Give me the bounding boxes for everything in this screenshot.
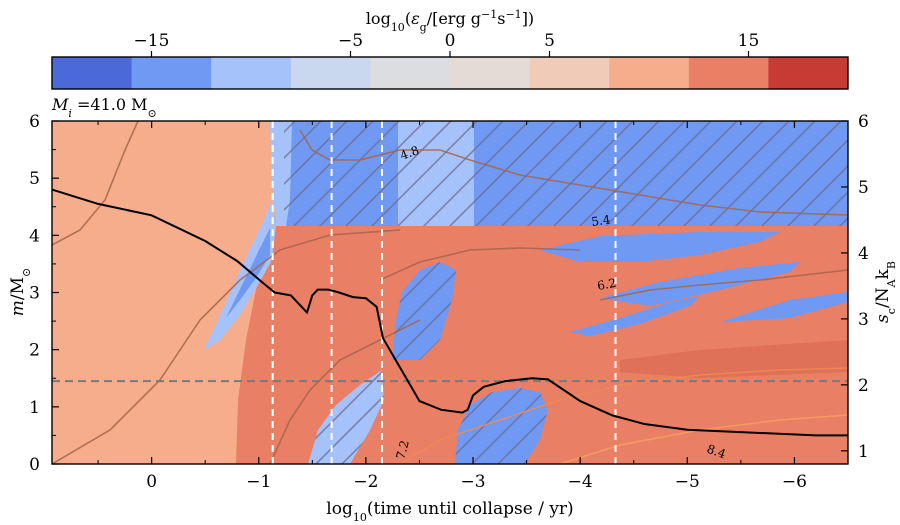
colorbar-cell [290, 57, 371, 89]
colorbar-cell [529, 57, 610, 89]
x-tick-label: −2 [353, 472, 378, 492]
x-tick-label: −1 [246, 472, 271, 492]
contour-line [269, 319, 421, 464]
hatch-lower-left [308, 370, 384, 464]
y2-tick-label: 6 [858, 112, 869, 132]
y-tick-label: 0 [29, 455, 40, 475]
y-tick-label: 3 [29, 284, 40, 304]
x-tick-label: −5 [675, 472, 700, 492]
contour-line [379, 247, 581, 281]
y-tick-label: 4 [29, 226, 40, 246]
contour-line [599, 269, 848, 301]
colorbar-cell [211, 57, 292, 89]
y2-tick-label: 3 [858, 310, 869, 330]
y2-tick-label: 2 [858, 376, 869, 396]
initial-mass-label: Mi =41.0 M⊙ [51, 95, 157, 120]
y-tick-label: 5 [29, 169, 40, 189]
colorbar-title: log10(εg/[erg g−1s−1]) [366, 8, 534, 34]
colorbar-tick-label: −15 [134, 31, 170, 51]
y-axis-right: 1 2 3 4 5 6 [841, 112, 869, 462]
contour-line [52, 121, 139, 246]
colorbar-tick-label: 15 [738, 31, 760, 51]
colorbar-cell [450, 57, 531, 89]
contour-label: 5.4 [590, 212, 611, 229]
colorbar-cell [52, 57, 133, 89]
colorbar-cell [688, 57, 769, 89]
contour-label: 6.2 [596, 276, 617, 293]
hatch-lower [455, 388, 548, 464]
colorbar-cell [609, 57, 690, 89]
colorbar-cell [131, 57, 212, 89]
hatch-envelope [284, 121, 848, 226]
y-axis-left: 0 1 2 3 4 5 6 [29, 112, 59, 475]
colorbar-tick-label: 5 [544, 31, 555, 51]
contour-label: 4.8 [398, 143, 421, 163]
y2-tick-label: 4 [858, 244, 869, 264]
colorbar: log10(εg/[erg g−1s−1]) −15 −5 0 5 15 [51, 8, 849, 90]
hatch-core [392, 262, 456, 360]
contour-label: 7.2 [393, 439, 411, 461]
colorbar-tick-label: 0 [445, 31, 456, 51]
y-tick-label: 6 [29, 112, 40, 132]
x-tick-label: −4 [568, 472, 593, 492]
region-streak-2 [600, 262, 800, 306]
central-entropy-line [52, 188, 848, 437]
colorbar-tick-label: −5 [338, 31, 363, 51]
y2-tick-label: 5 [858, 178, 869, 198]
contour-line [52, 229, 401, 464]
region-streak-1 [540, 232, 780, 262]
x-tick-label: −3 [461, 472, 486, 492]
contour-line [299, 129, 848, 216]
region-streak-4 [720, 292, 848, 322]
colorbar-cell [370, 57, 451, 89]
x-tick-label: 0 [146, 472, 157, 492]
contour-label: 8.4 [705, 442, 728, 462]
region-early-cooling [204, 200, 276, 350]
y-tick-label: 2 [29, 341, 40, 361]
y2-tick-label: 1 [858, 442, 869, 462]
region-noisy-band [620, 340, 848, 378]
y-tick-label: 1 [29, 398, 40, 418]
contour-line [399, 367, 848, 464]
x-axis-label: log10(time until collapse / yr) [326, 499, 573, 524]
y2-axis-label: sc/NAkB [873, 261, 898, 323]
x-tick-label: −6 [782, 472, 807, 492]
plot-area: 4.8 5.4 6.2 7.2 8.4 [52, 121, 848, 464]
colorbar-cell [768, 57, 849, 89]
x-axis: 0 −1 −2 −3 −4 −5 −6 [97, 121, 849, 492]
region-streak-3 [570, 296, 700, 336]
